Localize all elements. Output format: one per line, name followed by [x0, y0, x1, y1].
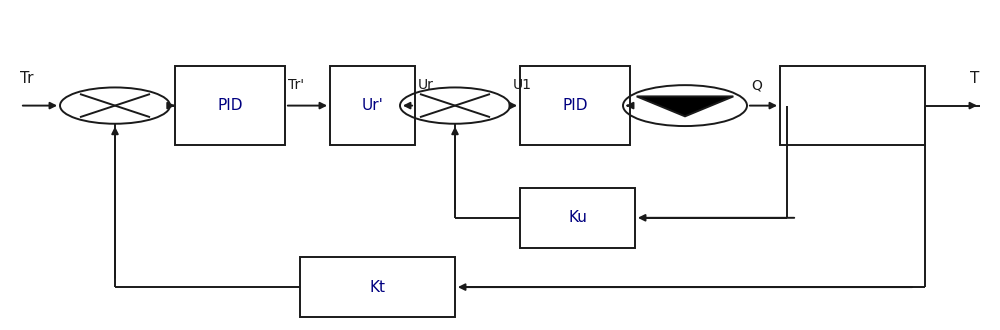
Text: PID: PID — [217, 98, 243, 113]
Text: T: T — [970, 71, 979, 86]
Text: Tr: Tr — [20, 71, 34, 86]
Bar — [780, 66, 925, 145]
Text: Ur': Ur' — [362, 98, 383, 113]
Bar — [520, 188, 635, 248]
Polygon shape — [637, 96, 733, 116]
Text: PID: PID — [562, 98, 588, 113]
Text: Q: Q — [751, 79, 762, 92]
Bar — [520, 66, 630, 145]
Bar — [330, 66, 415, 145]
Bar — [300, 257, 455, 317]
Text: U1: U1 — [513, 79, 532, 92]
Text: Tr': Tr' — [288, 79, 304, 92]
Text: Ur: Ur — [418, 79, 434, 92]
Text: Kt: Kt — [370, 280, 386, 295]
Bar — [175, 66, 285, 145]
Text: Ku: Ku — [568, 210, 587, 225]
